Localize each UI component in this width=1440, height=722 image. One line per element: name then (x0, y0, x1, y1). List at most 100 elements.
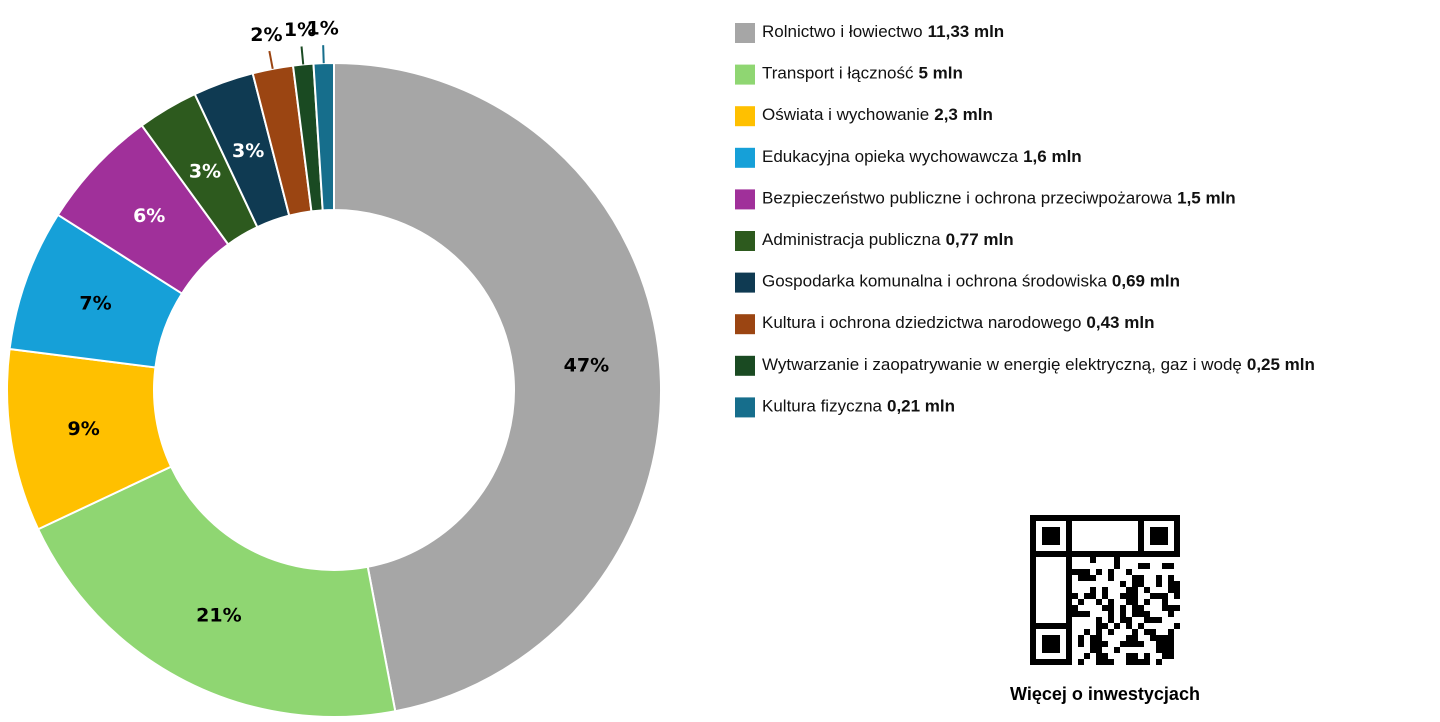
qr-module (1048, 527, 1054, 533)
qr-module (1138, 533, 1144, 539)
qr-module (1132, 629, 1138, 635)
qr-module (1174, 551, 1180, 557)
qr-module (1174, 545, 1180, 551)
leader-line (268, 50, 274, 69)
qr-module (1168, 563, 1174, 569)
legend-label: Transport i łączność 5 mln (762, 64, 963, 83)
qr-module (1036, 659, 1042, 665)
qr-module (1072, 593, 1078, 599)
qr-module (1072, 515, 1078, 521)
qr-module (1108, 515, 1114, 521)
qr-module (1168, 635, 1174, 641)
qr-module (1066, 521, 1072, 527)
qr-module (1132, 653, 1138, 659)
qr-module (1072, 569, 1078, 575)
qr-module (1156, 575, 1162, 581)
qr-module (1066, 623, 1072, 629)
qr-module (1114, 557, 1120, 563)
qr-module (1078, 575, 1084, 581)
qr-module (1108, 629, 1114, 635)
qr-module (1030, 641, 1036, 647)
qr-module (1066, 635, 1072, 641)
qr-module (1030, 605, 1036, 611)
legend-label: Gospodarka komunalna i ochrona środowisk… (762, 272, 1180, 291)
qr-module (1078, 599, 1084, 605)
legend-name: Kultura fizyczna (762, 397, 883, 416)
qr-module (1066, 611, 1072, 617)
qr-module (1066, 539, 1072, 545)
qr-module (1078, 641, 1084, 647)
qr-module (1108, 599, 1114, 605)
qr-module (1048, 539, 1054, 545)
qr-module (1132, 515, 1138, 521)
qr-module (1084, 551, 1090, 557)
slice-label: 21% (196, 604, 241, 626)
qr-module (1162, 593, 1168, 599)
slice-label: 9% (67, 418, 99, 440)
qr-module (1162, 653, 1168, 659)
qr-module (1126, 659, 1132, 665)
qr-module (1030, 611, 1036, 617)
qr-module (1114, 563, 1120, 569)
qr-module (1084, 569, 1090, 575)
qr-module (1174, 521, 1180, 527)
qr-module (1156, 581, 1162, 587)
qr-module (1102, 623, 1108, 629)
qr-module (1054, 635, 1060, 641)
qr-module (1096, 647, 1102, 653)
legend-swatch (735, 355, 755, 376)
qr-module (1042, 533, 1048, 539)
legend-amount: 11,33 mln (928, 22, 1005, 41)
legend-swatch (735, 231, 755, 251)
qr-module (1138, 563, 1144, 569)
qr-module (1144, 515, 1150, 521)
qr-module (1156, 515, 1162, 521)
qr-module (1138, 575, 1144, 581)
qr-module (1096, 629, 1102, 635)
qr-module (1072, 551, 1078, 557)
qr-module (1132, 551, 1138, 557)
qr-module (1132, 599, 1138, 605)
qr-module (1174, 623, 1180, 629)
qr-module (1090, 593, 1096, 599)
legend-swatch (735, 272, 755, 293)
qr-module (1156, 539, 1162, 545)
qr-module (1042, 527, 1048, 533)
qr-module (1168, 653, 1174, 659)
qr-module (1126, 641, 1132, 647)
qr-module (1144, 599, 1150, 605)
qr-module (1150, 527, 1156, 533)
qr-module (1162, 605, 1168, 611)
qr-module (1108, 617, 1114, 623)
qr-module (1162, 647, 1168, 653)
qr-module (1030, 593, 1036, 599)
qr-module (1030, 623, 1036, 629)
qr-module (1162, 563, 1168, 569)
qr-module (1138, 545, 1144, 551)
qr-module (1030, 659, 1036, 665)
qr-module (1102, 641, 1108, 647)
legend-name: Wytwarzanie i zaopatrywanie w energię el… (762, 355, 1242, 374)
qr-module (1126, 599, 1132, 605)
qr-module (1066, 563, 1072, 569)
qr-module (1030, 539, 1036, 545)
qr-module (1060, 623, 1066, 629)
qr-module (1144, 617, 1150, 623)
legend-amount: 0,21 mln (887, 397, 955, 416)
qr-module (1030, 551, 1036, 557)
leader-line (322, 45, 325, 64)
qr-module (1144, 629, 1150, 635)
qr-module (1156, 527, 1162, 533)
qr-module (1138, 551, 1144, 557)
qr-module (1162, 599, 1168, 605)
legend-label: Kultura fizyczna 0,21 mln (762, 397, 955, 416)
legend-label: Bezpieczeństwo publiczne i ochrona przec… (762, 189, 1236, 208)
legend-swatch (735, 189, 755, 210)
qr-module (1174, 581, 1180, 587)
qr-module (1096, 641, 1102, 647)
qr-module (1072, 611, 1078, 617)
legend-amount: 0,43 mln (1086, 314, 1154, 333)
qr-module (1054, 533, 1060, 539)
legend-label: Edukacyjna opieka wychowawcza 1,6 mln (762, 147, 1082, 166)
legend-label: Wytwarzanie i zaopatrywanie w energię el… (762, 355, 1315, 374)
